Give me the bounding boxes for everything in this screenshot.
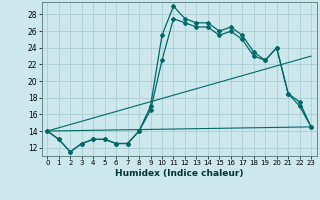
X-axis label: Humidex (Indice chaleur): Humidex (Indice chaleur): [115, 169, 244, 178]
